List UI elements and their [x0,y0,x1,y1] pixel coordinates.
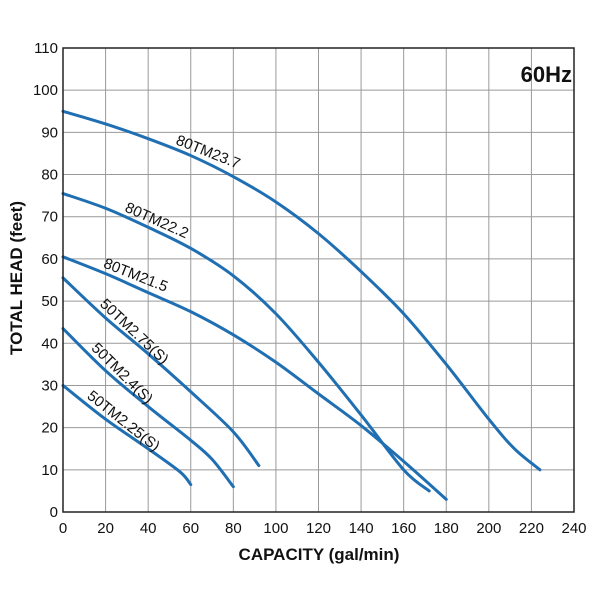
y-tick-label: 100 [33,82,58,99]
y-tick-label: 30 [41,377,58,394]
x-tick-label: 120 [306,520,331,537]
x-tick-label: 200 [476,520,501,537]
plot-frame [62,47,575,513]
x-tick-label: 220 [519,520,544,537]
curve-80tm21-5 [61,255,448,501]
curve-50tm2-4-s- [61,327,235,489]
frequency-badge: 60Hz [521,62,572,87]
y-tick-label: 60 [41,251,58,268]
x-tick-label: 60 [182,520,199,537]
x-tick-label: 160 [391,520,416,537]
y-tick-label: 50 [41,293,58,310]
tick-labels: 0 20 40 60 80 100 120 140 160 180 200 220 240 0 10 20 30… [33,40,587,537]
y-axis-title: TOTAL HEAD (feet) [7,201,26,355]
y-tick-label: 0 [50,504,58,521]
curve-labels: 80TM23.780TM22.280TM21.550TM2.75(S)50TM2… [84,132,243,455]
x-tick-label: 140 [349,520,374,537]
y-tick-label: 80 [41,167,58,184]
x-tick-label: 180 [434,520,459,537]
y-tick-label: 40 [41,335,58,352]
x-tick-label: 20 [97,520,114,537]
y-tick-label: 110 [34,40,58,57]
y-tick-label: 10 [41,462,58,479]
curve-80tm23-7 [61,109,542,472]
curve-50tm2-75-s- [61,276,261,468]
x-tick-label: 100 [263,520,288,537]
y-tick-label: 70 [41,209,58,226]
x-tick-label: 40 [140,520,157,537]
y-tick-label: 90 [41,124,58,141]
performance-curves [61,109,542,501]
x-axis-title: CAPACITY (gal/min) [239,545,400,564]
x-tick-label: 0 [59,520,67,537]
y-tick-label: 20 [41,420,58,437]
x-tick-label: 240 [561,520,586,537]
curve-50tm2-25-s- [61,383,193,487]
x-tick-label: 80 [225,520,242,537]
